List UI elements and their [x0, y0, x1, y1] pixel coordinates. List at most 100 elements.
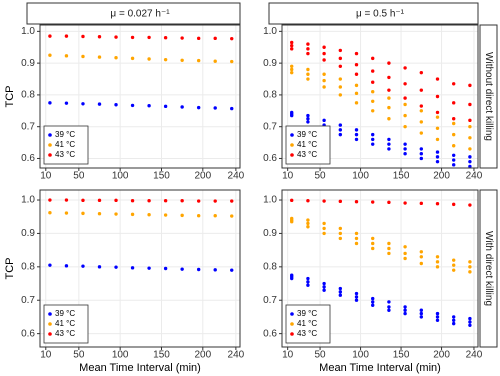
point — [230, 268, 234, 272]
legend-box — [43, 304, 89, 344]
point — [371, 236, 375, 241]
point — [468, 265, 472, 269]
point — [452, 117, 456, 121]
point — [403, 251, 407, 256]
point — [435, 126, 440, 130]
point — [419, 315, 424, 319]
point — [371, 69, 375, 73]
y-tick-label: 1.0 — [263, 195, 277, 206]
point — [452, 132, 456, 137]
point — [338, 290, 343, 294]
point — [338, 93, 343, 97]
point — [97, 35, 102, 39]
panel-border — [281, 189, 479, 348]
panel-border — [39, 189, 241, 348]
point — [371, 56, 375, 61]
point — [81, 264, 85, 268]
point — [371, 200, 375, 204]
point — [338, 199, 343, 204]
point — [452, 144, 456, 148]
facet-strip — [26, 2, 241, 25]
point — [213, 268, 217, 272]
point — [419, 308, 424, 312]
x-tick-label: 240 — [228, 350, 245, 361]
x-axis-title: Mean Time Interval (min) — [319, 362, 441, 374]
point — [403, 311, 407, 316]
point — [452, 321, 456, 326]
point — [322, 51, 326, 56]
legend-symbol — [290, 332, 294, 336]
point — [322, 45, 326, 49]
y-axis-title: TCP — [4, 258, 16, 280]
y-tick-label: 0.6 — [21, 153, 35, 164]
point — [468, 323, 472, 327]
point — [306, 42, 310, 46]
point — [290, 67, 294, 72]
point — [64, 198, 69, 202]
x-tick-label: 150 — [393, 350, 410, 361]
point — [338, 77, 343, 81]
point — [354, 241, 359, 246]
point — [114, 35, 118, 39]
point — [435, 137, 440, 142]
point — [371, 300, 375, 304]
point — [403, 124, 407, 129]
point — [338, 85, 343, 89]
point — [403, 142, 407, 146]
point — [419, 70, 424, 75]
point — [387, 96, 391, 100]
legend-label: 39 °C — [55, 130, 75, 139]
point — [230, 199, 234, 203]
point — [468, 124, 472, 129]
point — [354, 298, 359, 302]
point — [387, 88, 391, 92]
series — [48, 198, 234, 203]
point — [180, 267, 184, 271]
facet-row-label: With direct killing — [483, 231, 494, 306]
point — [452, 158, 456, 162]
point — [371, 296, 375, 301]
point — [290, 47, 294, 51]
point — [147, 35, 151, 40]
point — [322, 199, 326, 203]
point — [435, 311, 440, 316]
point — [306, 280, 310, 284]
y-tick-label: 0.7 — [21, 295, 35, 306]
y-tick-label: 0.9 — [21, 58, 35, 69]
panel-border — [281, 24, 479, 169]
point — [338, 56, 343, 61]
point — [290, 276, 294, 281]
point — [403, 308, 407, 312]
point — [213, 106, 217, 110]
point — [196, 267, 201, 272]
point — [147, 198, 151, 203]
point — [387, 61, 391, 65]
point — [468, 136, 472, 140]
legend-label: 39 °C — [297, 309, 317, 318]
point — [419, 201, 424, 206]
point — [371, 132, 375, 137]
point — [306, 221, 310, 226]
point — [81, 34, 85, 39]
x-tick-label: 50 — [315, 350, 327, 361]
point — [338, 48, 343, 53]
point — [387, 246, 391, 251]
point — [403, 113, 407, 118]
point — [452, 318, 456, 322]
point — [468, 102, 472, 107]
y-tick-label: 0.9 — [263, 58, 277, 69]
point — [338, 236, 343, 241]
point — [371, 303, 375, 307]
point — [322, 285, 326, 289]
x-tick-label: 50 — [73, 171, 85, 182]
point — [468, 316, 472, 321]
point — [371, 80, 375, 84]
point — [130, 198, 135, 203]
point — [419, 156, 424, 161]
point — [419, 109, 424, 113]
series — [290, 198, 472, 207]
x-tick-label: 200 — [194, 171, 211, 182]
point — [306, 77, 310, 81]
point — [97, 198, 102, 203]
facet-title: μ = 0.5 h⁻¹ — [356, 9, 405, 20]
